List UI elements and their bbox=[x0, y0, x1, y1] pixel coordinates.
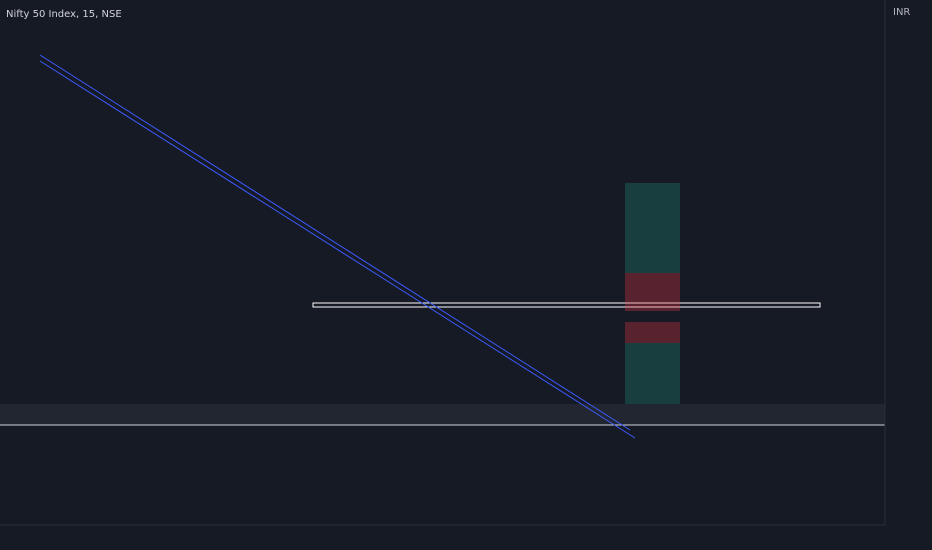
currency: INR bbox=[893, 7, 910, 18]
title: Nifty 50 Index, 15, NSE bbox=[6, 9, 122, 20]
target-zone bbox=[625, 343, 680, 404]
trend-line bbox=[39, 60, 636, 439]
zone bbox=[0, 404, 885, 425]
stop-zone bbox=[625, 273, 680, 311]
target-zone bbox=[625, 183, 680, 273]
trend-line bbox=[39, 54, 631, 431]
price-axis bbox=[885, 0, 932, 550]
stop-zone bbox=[625, 322, 680, 343]
range-box bbox=[312, 302, 821, 308]
